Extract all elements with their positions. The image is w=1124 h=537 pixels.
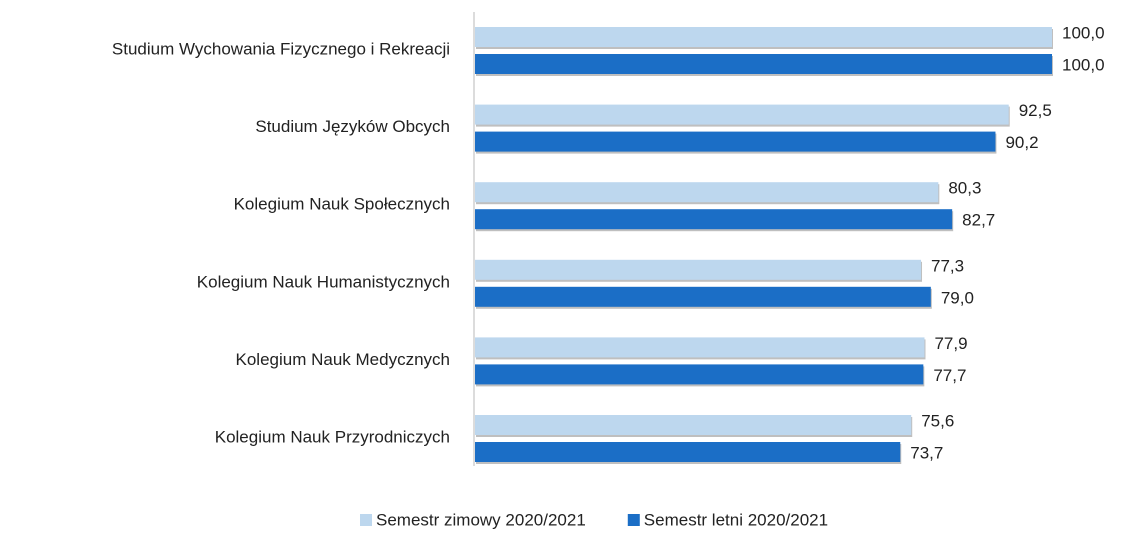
value-label: 73,7 (910, 443, 943, 462)
bar (475, 259, 922, 280)
legend-swatch (360, 514, 372, 526)
category-label: Studium Wychowania Fizycznego i Rekreacj… (112, 39, 450, 58)
category-label: Kolegium Nauk Społecznych (234, 195, 450, 214)
legend-label: Semestr zimowy 2020/2021 (376, 510, 586, 529)
bar (475, 286, 931, 307)
value-label: 90,2 (1005, 133, 1038, 152)
value-label: 82,7 (962, 211, 995, 230)
bar (475, 182, 939, 203)
value-label: 100,0 (1062, 55, 1105, 74)
value-label: 77,9 (934, 334, 967, 353)
bar (475, 337, 925, 358)
bar (475, 364, 924, 385)
value-label: 79,0 (941, 288, 974, 307)
category-label: Kolegium Nauk Medycznych (236, 350, 450, 369)
value-label: 100,0 (1062, 23, 1105, 42)
value-label: 77,7 (933, 366, 966, 385)
value-label: 75,6 (921, 411, 954, 430)
bar (475, 104, 1009, 125)
value-label: 80,3 (948, 179, 981, 198)
bar (475, 415, 912, 435)
value-label: 77,3 (931, 256, 964, 275)
category-label: Kolegium Nauk Przyrodniczych (215, 427, 450, 446)
bar (475, 209, 953, 230)
category-label: Studium Języków Obcych (255, 117, 450, 136)
bar (475, 27, 1052, 47)
value-label: 92,5 (1019, 101, 1052, 120)
legend-label: Semestr letni 2020/2021 (644, 510, 828, 529)
bar (475, 54, 1052, 74)
category-label: Kolegium Nauk Humanistycznych (197, 272, 450, 291)
bar (475, 442, 901, 462)
legend-swatch (627, 514, 640, 526)
bar (475, 131, 996, 152)
